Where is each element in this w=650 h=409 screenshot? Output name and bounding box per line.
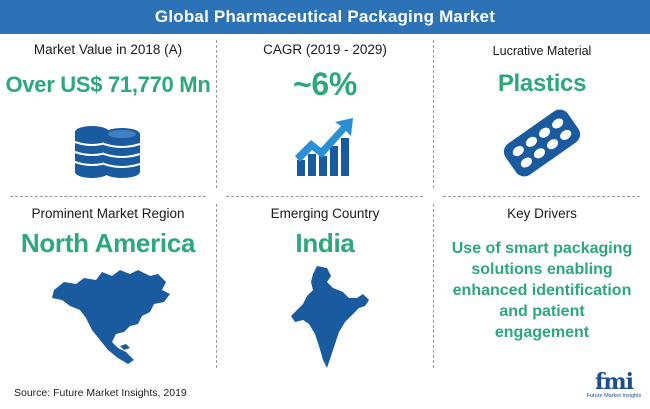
drivers-line: and patient: [499, 303, 585, 320]
logo-letters: fmi: [594, 369, 634, 395]
drivers-line: Use of smart packaging: [451, 240, 633, 257]
drivers-label: Key Drivers: [507, 206, 577, 221]
region-cell: Prominent Market Region North America: [0, 198, 216, 374]
country-cell: Emerging Country India: [217, 198, 433, 374]
material-cell: Lucrative Material Plastics: [434, 36, 650, 196]
divider-vertical-2: [433, 40, 434, 188]
pill-blister-icon: [503, 109, 581, 177]
fmi-logo: fmi Future Market Insights: [586, 371, 642, 407]
drivers-line: engagement: [494, 324, 590, 341]
source-note: Source: Future Market Insights, 2019: [14, 387, 187, 399]
region-label: Prominent Market Region: [31, 206, 185, 221]
page-title: Global Pharmaceutical Packaging Market: [154, 7, 496, 26]
divider-vertical-1: [216, 40, 217, 188]
title-bar: Global Pharmaceutical Packaging Market: [0, 0, 650, 34]
coin-stack-icon: [74, 126, 141, 178]
material-label: Lucrative Material: [492, 44, 592, 58]
country-value: India: [295, 228, 355, 258]
market-value-value: Over US$ 71,770 Mn: [5, 72, 211, 97]
divider-horizontal-3: [443, 196, 640, 197]
divider-horizontal-2: [226, 196, 423, 197]
material-value: Plastics: [497, 70, 587, 97]
country-label: Emerging Country: [270, 206, 380, 221]
market-value-cell: Market Value in 2018 (A) Over US$ 71,770…: [0, 36, 216, 196]
drivers-line: enhanced identification: [452, 282, 632, 299]
market-value-label: Market Value in 2018 (A): [33, 42, 183, 57]
divider-horizontal-1: [10, 196, 206, 197]
region-value: North America: [20, 228, 196, 258]
growth-chart-icon: [295, 118, 353, 176]
logo-subtitle: Future Market Insights: [586, 393, 642, 399]
india-map-icon: [291, 266, 369, 368]
cagr-label: CAGR (2019 - 2029): [263, 42, 387, 57]
cagr-cell: CAGR (2019 - 2029) ~6%: [217, 36, 433, 196]
cagr-value: ~6%: [292, 66, 358, 102]
north-america-map-icon: [52, 270, 170, 364]
infographic-grid: Market Value in 2018 (A) Over US$ 71,770…: [0, 36, 650, 374]
divider-vertical-3: [216, 204, 217, 368]
drivers-cell: Key Drivers Use of smart packaging solut…: [434, 198, 650, 374]
drivers-line: solutions enabling: [471, 261, 613, 278]
drivers-value: Use of smart packaging solutions enablin…: [434, 238, 650, 343]
divider-vertical-4: [433, 204, 434, 368]
